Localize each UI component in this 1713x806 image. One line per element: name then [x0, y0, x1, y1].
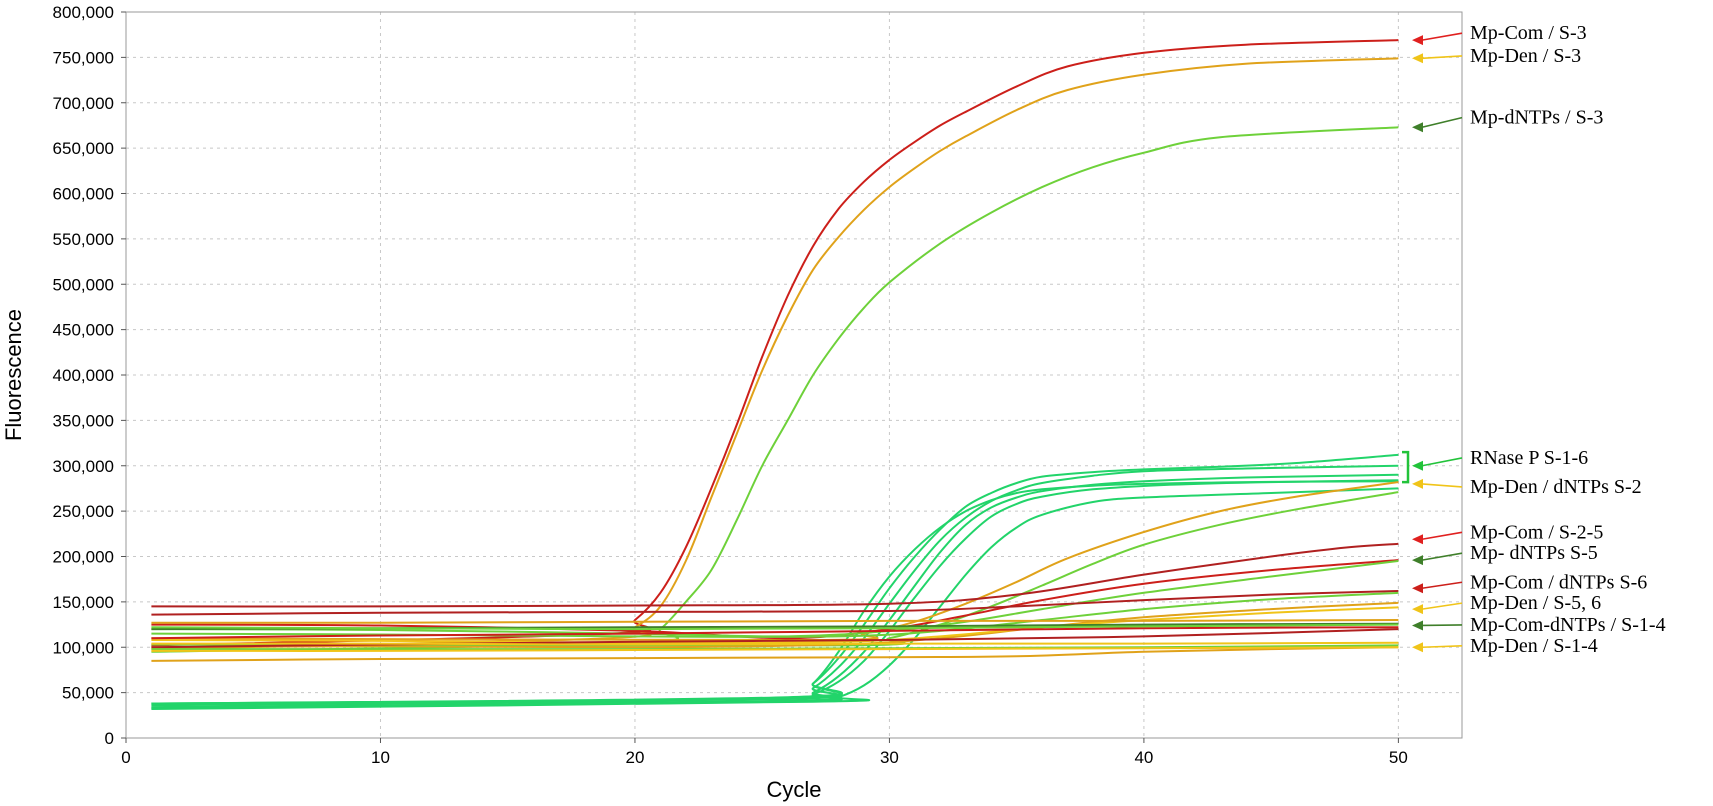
annotation-arrowhead	[1412, 583, 1423, 594]
y-tick-label: 400,000	[53, 366, 114, 385]
annotation-label: Mp-Den / S-3	[1470, 45, 1581, 67]
series-line	[151, 473, 1399, 709]
x-tick-label: 50	[1389, 748, 1408, 767]
series-line	[151, 626, 1399, 640]
annotation-label: Mp- dNTPs S-5	[1470, 542, 1598, 564]
annotation-arrow-line	[1421, 55, 1463, 60]
series-line	[151, 601, 1399, 649]
annotation-label: Mp-Den / dNTPs S-2	[1470, 476, 1642, 498]
annotation-label: Mp-Den / S-1-4	[1470, 635, 1598, 657]
y-tick-label: 600,000	[53, 185, 114, 204]
x-tick-label: 30	[880, 748, 899, 767]
annotation-arrowhead	[1412, 460, 1423, 471]
annotation-arrowhead	[1412, 642, 1423, 653]
annotation-arrowhead	[1412, 620, 1423, 631]
y-tick-label: 450,000	[53, 321, 114, 340]
y-tick-label: 700,000	[53, 94, 114, 113]
annotation-label: Mp-dNTPs / S-3	[1470, 107, 1603, 129]
annotation-arrowhead	[1412, 53, 1423, 64]
y-tick-label: 200,000	[53, 548, 114, 567]
series-line	[151, 453, 1399, 705]
annotation-label: Mp-Com / dNTPs S-6	[1470, 571, 1647, 593]
x-axis-title: Cycle	[766, 777, 821, 802]
y-tick-label: 350,000	[53, 411, 114, 430]
rnase-bracket	[1402, 450, 1410, 484]
annotation-arrowhead	[1412, 122, 1423, 133]
annotation-arrowhead	[1412, 555, 1423, 566]
annotation-arrow-line	[1421, 457, 1463, 467]
annotation-label: Mp-Com / S-2-5	[1470, 521, 1603, 543]
annotation-label: Mp-Den / S-5, 6	[1470, 592, 1601, 614]
y-tick-label: 800,000	[53, 3, 114, 22]
y-tick-label: 300,000	[53, 457, 114, 476]
annotation-arrow-line	[1421, 531, 1463, 541]
y-tick-label: 50,000	[62, 684, 114, 703]
x-tick-label: 40	[1134, 748, 1153, 767]
annotation-arrow-line	[1421, 483, 1463, 488]
y-tick-label: 250,000	[53, 502, 114, 521]
series-line	[151, 619, 1399, 624]
y-axis-title: Fluorescence	[1, 309, 26, 441]
x-axis-ticks: 0 10 20 30 40 50	[121, 738, 1408, 767]
annotation-label: Mp-Com-dNTPs / S-1-4	[1470, 614, 1666, 636]
series-line	[151, 479, 1399, 710]
series-line	[151, 623, 1399, 631]
series-line	[151, 126, 1399, 653]
y-tick-label: 750,000	[53, 48, 114, 67]
series-line	[151, 628, 1399, 649]
y-tick-label: 0	[105, 729, 114, 748]
annotation-arrowhead	[1412, 35, 1423, 46]
series-line	[151, 646, 1399, 652]
y-axis-ticks: 0 50,000 100,000 150,000 200,000 250,000 300,0…	[53, 3, 126, 748]
series-line	[151, 542, 1399, 608]
x-tick-label: 0	[121, 748, 130, 767]
rnase-bracket-mark	[1402, 450, 1410, 484]
annotation-arrow-line	[1421, 32, 1463, 41]
series-line	[151, 39, 1399, 647]
y-tick-label: 500,000	[53, 275, 114, 294]
series-line	[151, 481, 1399, 642]
series-line	[151, 646, 1399, 662]
series-line	[151, 464, 1399, 707]
annotation-arrow-line	[1421, 581, 1463, 590]
y-tick-label: 100,000	[53, 638, 114, 657]
series-line	[151, 641, 1399, 646]
annotation-arrow-line	[1421, 552, 1463, 561]
series-line	[151, 57, 1399, 651]
y-tick-label: 150,000	[53, 593, 114, 612]
series-line	[151, 480, 1399, 705]
annotations: Mp-Com / S-3Mp-Den / S-3 Mp-dNTPs / S-3 RN…	[1412, 22, 1666, 657]
y-tick-label: 650,000	[53, 139, 114, 158]
annotation-arrowhead	[1412, 478, 1423, 489]
annotation-arrow-line	[1421, 644, 1463, 649]
series-lines	[151, 39, 1399, 710]
y-tick-label: 550,000	[53, 230, 114, 249]
annotation-label: Mp-Com / S-3	[1470, 22, 1587, 44]
annotation-arrowhead	[1412, 604, 1423, 615]
annotation-arrow-line	[1421, 624, 1463, 627]
annotation-arrowhead	[1412, 534, 1423, 545]
x-tick-label: 20	[625, 748, 644, 767]
x-tick-label: 10	[371, 748, 390, 767]
annotation-arrow-line	[1421, 602, 1463, 610]
annotation-label: RNase P S-1-6	[1470, 447, 1588, 469]
annotation-arrow-line	[1421, 116, 1463, 129]
series-line	[151, 590, 1399, 616]
series-line	[151, 487, 1399, 710]
